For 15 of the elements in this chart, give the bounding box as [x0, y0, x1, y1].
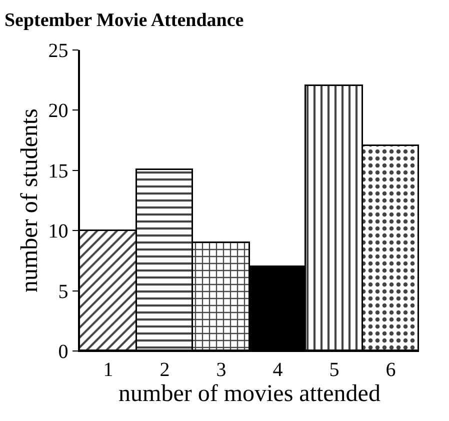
- x-tick-label: 5: [329, 359, 340, 381]
- y-tick-label: 5: [58, 280, 68, 303]
- y-tick-label: 0: [58, 341, 68, 363]
- x-tick-label: 3: [216, 359, 226, 381]
- y-tick-label: 25: [48, 40, 68, 62]
- x-tick-label: 4: [272, 359, 283, 381]
- y-tick-label: 20: [48, 100, 68, 122]
- y-tick-label: 10: [48, 220, 68, 243]
- x-tick-label: 2: [160, 359, 170, 381]
- y-axis-title: number of students: [16, 108, 43, 292]
- y-tick-label: 15: [48, 160, 68, 182]
- x-axis-title: number of movies attended: [118, 381, 380, 407]
- x-tick-label: 6: [386, 359, 396, 381]
- chart-title: September Movie Attendance: [4, 10, 244, 31]
- x-tick-label: 1: [103, 359, 114, 381]
